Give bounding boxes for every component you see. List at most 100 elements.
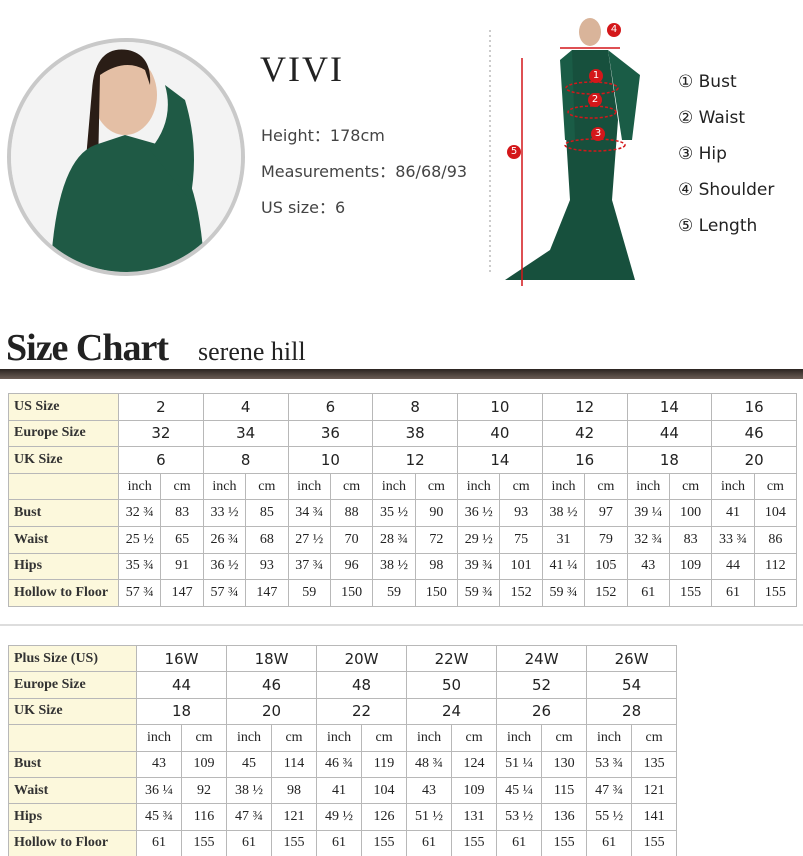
- table-row: UK Size 18 20 22 24 26 28: [8, 697, 678, 726]
- measure-value: 47 ¾: [226, 803, 273, 831]
- size-value: 46: [711, 419, 798, 448]
- measure-value: 61: [406, 829, 453, 856]
- legend-item: ③ Hip: [678, 144, 727, 164]
- size-value: 28: [586, 697, 678, 726]
- measure-value: 114: [271, 750, 318, 778]
- profile-detail: Height：178cm: [261, 122, 385, 146]
- measure-value: 124: [451, 750, 498, 778]
- table-row: Bust 32 ¾ 83 33 ½ 85 34 ¾ 88 35 ½ 90 36 ½ 93 38 ½ 97…: [8, 499, 798, 527]
- measure-value: 152: [499, 579, 543, 607]
- table-row: US Size 2 4 6 8 10 12 14 16: [8, 393, 798, 421]
- measure-value: 155: [753, 579, 798, 607]
- size-value: 44: [626, 419, 713, 448]
- unit-label: cm: [631, 724, 678, 752]
- separator: [0, 624, 803, 626]
- size-value: 36: [287, 419, 374, 448]
- measure-value: 28 ¾: [372, 525, 416, 554]
- measure-value: 119: [361, 750, 408, 778]
- measure-value: 155: [631, 829, 678, 856]
- table-row: Europe Size 44 46 48 50 52 54: [8, 671, 678, 699]
- measure-value: 46 ¾: [316, 750, 363, 778]
- unit-label: inch: [316, 724, 363, 752]
- measure-value: 45 ¾: [136, 803, 182, 831]
- size-value: 24W: [496, 644, 588, 673]
- measure-value: 41: [316, 776, 363, 805]
- measure-value: 65: [160, 525, 204, 554]
- size-value: 54: [586, 671, 678, 699]
- size-value: 40: [457, 419, 543, 448]
- measure-value: 34 ¾: [287, 499, 331, 527]
- measure-value: 155: [271, 829, 318, 856]
- measure-value: 131: [451, 803, 498, 831]
- measure-value: 61: [711, 579, 755, 607]
- size-value: 4: [202, 393, 289, 421]
- measure-value: 33 ½: [202, 499, 247, 527]
- size-value: 16W: [135, 644, 228, 673]
- unit-label: inch: [202, 472, 247, 501]
- row-label: US Size: [8, 393, 119, 421]
- unit-label: cm: [271, 724, 318, 752]
- size-value: 22: [316, 697, 408, 726]
- brand-name: serene hill: [198, 337, 306, 366]
- unit-label: cm: [180, 724, 228, 752]
- measure-value: 43: [136, 750, 182, 778]
- measure-value: 53 ¾: [586, 750, 633, 778]
- row-label: UK Size: [8, 446, 119, 474]
- measure-value: 41 ¼: [541, 552, 586, 581]
- measure-value: 97: [584, 499, 628, 527]
- table-row: Waist 36 ¼ 92 38 ½ 98 41 104 43 109 45 ¼ 115 47 ¾ 12…: [8, 776, 678, 805]
- measure-value: 51 ¼: [496, 750, 543, 778]
- unit-label: inch: [541, 472, 586, 501]
- measure-value: 75: [499, 525, 543, 554]
- unit-label: inch: [372, 472, 416, 501]
- title-bar: [0, 369, 803, 379]
- unit-label: inch: [496, 724, 543, 752]
- unit-label: cm: [329, 472, 374, 501]
- measure-value: 61: [626, 579, 670, 607]
- row-label: Hollow to Floor: [8, 579, 119, 607]
- size-table: US Size 2 4 6 8 10 12 14 16 Europe Size 32 34 36 38 40…: [8, 393, 798, 607]
- size-value: 42: [541, 419, 628, 448]
- marker: 5: [507, 145, 521, 159]
- size-value: 14: [457, 446, 543, 474]
- size-value: 8: [202, 446, 289, 474]
- measure-value: 39 ¾: [457, 552, 501, 581]
- dress-figure: [505, 18, 640, 280]
- measure-value: 48 ¾: [406, 750, 453, 778]
- row-label: Hollow to Floor: [8, 829, 137, 856]
- unit-label: inch: [226, 724, 273, 752]
- measure-value: 38 ½: [541, 499, 586, 527]
- size-value: 20: [711, 446, 798, 474]
- model-name: VIVI: [260, 49, 344, 89]
- unit-label: inch: [117, 472, 162, 501]
- size-value: 26: [496, 697, 588, 726]
- measure-value: 31: [541, 525, 586, 554]
- measure-value: 155: [668, 579, 713, 607]
- size-value: 16: [541, 446, 628, 474]
- unit-label: inch: [457, 472, 501, 501]
- measure-value: 41: [711, 499, 755, 527]
- measure-value: 61: [136, 829, 182, 856]
- marker: 2: [588, 93, 602, 107]
- measure-value: 37 ¾: [287, 552, 331, 581]
- unit-label: inch: [287, 472, 331, 501]
- measure-value: 147: [245, 579, 289, 607]
- unit-label: cm: [245, 472, 289, 501]
- measure-value: 35 ½: [372, 499, 416, 527]
- measure-value: 32 ¾: [117, 499, 162, 527]
- size-value: 44: [135, 671, 228, 699]
- measure-value: 43: [406, 776, 453, 805]
- size-value: 20W: [316, 644, 408, 673]
- size-value: 16: [711, 393, 798, 421]
- row-label: Europe Size: [8, 671, 137, 699]
- size-value: 48: [316, 671, 408, 699]
- row-label: Hips: [8, 552, 119, 581]
- size-value: 50: [406, 671, 498, 699]
- size-table: Plus Size (US) 16W 18W 20W 22W 24W 26W Europe S…: [8, 644, 678, 856]
- measure-value: 116: [180, 803, 228, 831]
- row-label: UK Size: [8, 697, 137, 726]
- measure-value: 59 ¾: [541, 579, 586, 607]
- size-value: 2: [118, 393, 204, 421]
- measure-value: 26 ¾: [202, 525, 247, 554]
